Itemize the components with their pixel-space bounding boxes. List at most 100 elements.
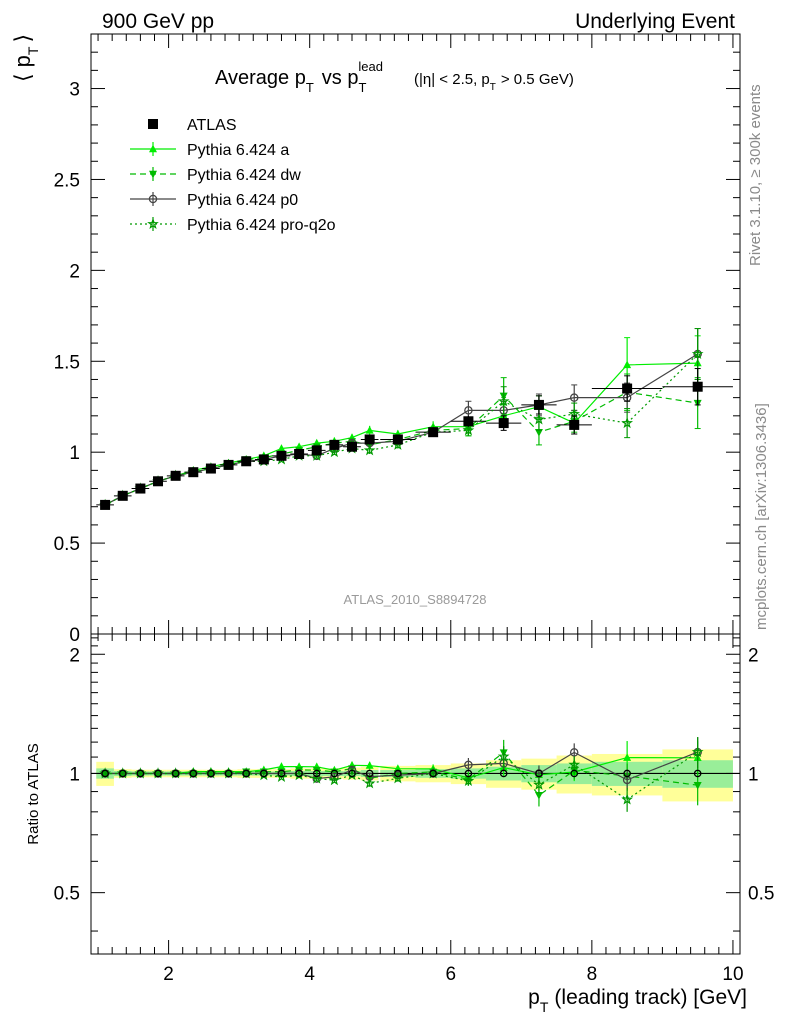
data-point: [223, 459, 234, 470]
ratio-y-tick-label: 0.5: [54, 884, 80, 905]
data-point: [623, 360, 632, 369]
ratio-point: [535, 769, 543, 778]
ratio-point: [623, 769, 631, 778]
legend-marker: [149, 170, 157, 179]
data-point: [569, 393, 579, 402]
title-main: Average p: [215, 67, 306, 89]
series-atlas: [96, 368, 733, 510]
data-point: [328, 445, 341, 458]
series-mc-4: [99, 328, 704, 510]
series-line: [104, 353, 699, 506]
title-conditions: (|η| < 2.5, pT > 0.5 GeV): [414, 71, 574, 93]
ratio-point: [328, 774, 341, 786]
data-point: [428, 427, 439, 438]
data-point: [533, 413, 545, 425]
ratio-point: [365, 761, 374, 769]
x-tick-label: 4: [304, 964, 315, 985]
xlabel-main: p: [528, 986, 540, 1009]
ylabel-close: ⟩: [10, 34, 35, 43]
data-point: [497, 395, 510, 407]
title-vs-sup: lead: [358, 59, 383, 74]
y-tick-label: 0: [69, 625, 80, 646]
ratio-plot-frame: [90, 633, 741, 955]
data-point: [363, 444, 376, 456]
data-point: [117, 490, 128, 501]
data-point: [533, 399, 544, 410]
data-point: [100, 499, 111, 510]
x-tick-label: 2: [163, 964, 174, 985]
ratio-series-layer: [99, 737, 704, 812]
ratio-point: [171, 769, 180, 778]
energy-label: 900 GeV pp: [102, 10, 214, 33]
ratio-point: [101, 769, 109, 778]
ylabel-sub: T: [25, 46, 41, 55]
data-point: [534, 428, 543, 437]
series-mc-3: [100, 328, 702, 510]
ratio-point: [260, 769, 268, 778]
ratio-y-tick-label-right: 0.5: [748, 884, 774, 905]
x-tick-label: 10: [722, 964, 743, 985]
title-vs: vs p: [322, 67, 359, 89]
ratio-point: [207, 769, 215, 778]
ratio-y-tick-label: 2: [69, 645, 80, 666]
ratio-point: [242, 769, 250, 778]
legend-label: Pythia 6.424 p0: [187, 192, 298, 209]
y-tick-label: 1.5: [54, 352, 80, 373]
xlabel-sub: T: [540, 999, 549, 1015]
ratio-point: [569, 748, 579, 757]
series-layer: [96, 328, 733, 510]
data-point: [188, 467, 199, 478]
ratio-point: [348, 769, 356, 778]
ratio-point: [499, 769, 508, 778]
data-point: [170, 470, 181, 481]
ratio-point: [189, 769, 198, 778]
ratio-point: [621, 793, 634, 805]
legend-label: ATLAS: [187, 117, 237, 134]
y-tick-label: 1: [69, 443, 80, 464]
data-point: [692, 381, 703, 392]
data-point: [311, 445, 322, 456]
y-tick-label: 2: [69, 261, 80, 282]
data-point: [135, 483, 146, 494]
data-point: [364, 434, 375, 445]
data-point: [463, 416, 474, 427]
cond-a: (|η| < 2.5, p: [414, 71, 490, 88]
y-tick-label: 0.5: [54, 534, 80, 555]
ratio-point: [393, 764, 402, 772]
ratio-point: [693, 769, 702, 778]
cond-sub: T: [490, 82, 496, 93]
x-tick-label: 8: [587, 964, 598, 985]
ratio-point: [534, 792, 543, 800]
ratio-point: [462, 774, 475, 786]
data-point: [392, 434, 403, 445]
ratio-series-line: [105, 751, 698, 797]
ratio-point: [568, 758, 581, 770]
ratio-series-atlas: [101, 769, 702, 778]
rivet-version-label: Rivet 3.1.10, ≥ 300k events: [747, 84, 764, 266]
xlabel-rest: (leading track) [GeV]: [554, 986, 747, 1009]
x-axis-label: pT (leading track) [GeV]: [528, 986, 747, 1015]
ylabel-main: ⟨ p: [10, 55, 35, 82]
data-point: [622, 383, 633, 394]
data-point: [258, 454, 269, 465]
ratio-point: [497, 750, 510, 762]
data-point: [153, 476, 164, 487]
ratio-point: [154, 769, 162, 778]
ratio-point: [464, 769, 473, 778]
series-line: [104, 391, 698, 506]
ratio-point: [224, 769, 233, 778]
ratio-point: [330, 769, 339, 778]
legend-marker: [148, 119, 158, 129]
ratio-point: [295, 769, 303, 778]
ratio-y-tick-label-right: 2: [748, 645, 759, 666]
y-tick-label: 3: [69, 80, 80, 101]
ratio-point: [533, 778, 545, 790]
tick-layer: 2 4 6 8 10 0 0.5 1 1.5 2 2.5 3 0.5 0.5 1 1 2 2: [54, 33, 774, 985]
title-vs-sub: T: [358, 80, 366, 95]
ratio-point: [118, 769, 127, 778]
data-point: [347, 441, 358, 452]
data-point: [277, 444, 286, 452]
ratio-point: [691, 745, 704, 758]
ratio-y-tick-label: 1: [69, 764, 80, 785]
